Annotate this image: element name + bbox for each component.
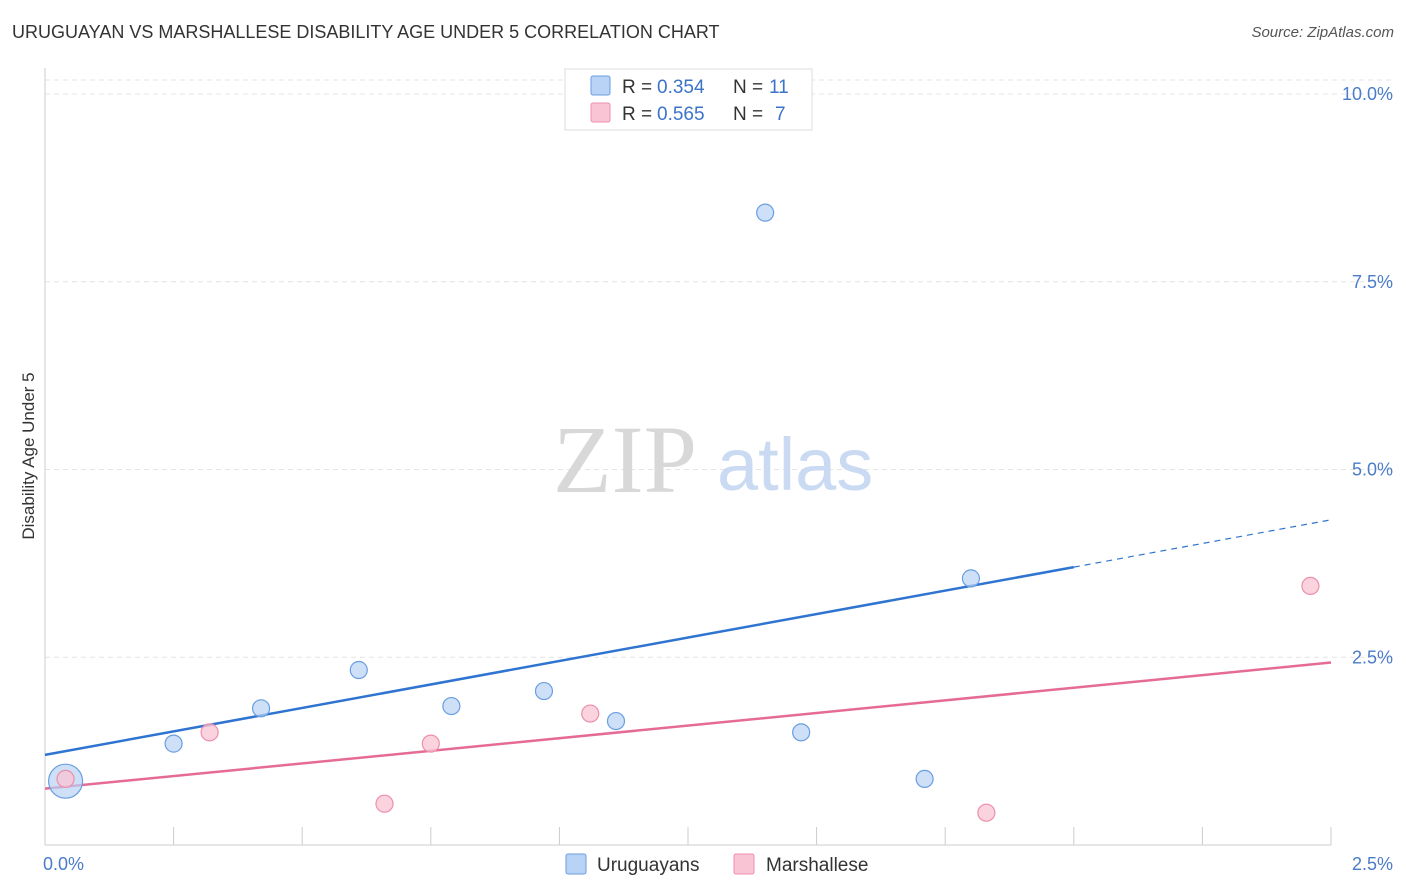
legend-r-value-uruguayans: 0.354 — [657, 77, 705, 98]
point-marshallese — [581, 704, 600, 723]
point-marshallese — [375, 794, 394, 813]
trend-line-uruguayans-extension — [1073, 519, 1332, 568]
bottom-legend: Uruguayans Marshallese — [565, 853, 868, 876]
point-uruguayans — [349, 660, 368, 680]
legend-swatch-marshallese — [590, 102, 611, 123]
point-marshallese — [421, 734, 440, 753]
legend-box: R = 0.354 N = 11 R = 0.565 N = 7 — [564, 68, 813, 131]
x-tick-label-min: 0.0% — [43, 854, 84, 874]
bottom-legend-label-marshallese: Marshallese — [766, 855, 868, 876]
legend-r-label-uruguayans: R = — [622, 77, 652, 98]
points-layer — [47, 203, 1320, 822]
legend-n-label-uruguayans: N = — [733, 77, 763, 98]
grid-layer — [45, 79, 1391, 658]
watermark-atlas: atlas — [717, 423, 873, 506]
legend-r-value-marshallese: 0.565 — [657, 104, 705, 125]
legend-swatch-uruguayans — [590, 75, 611, 96]
point-uruguayans — [915, 769, 934, 789]
point-uruguayans — [756, 203, 775, 222]
x-tick-label-max: 2.5% — [1352, 854, 1393, 874]
y-tick-label: 7.5% — [1352, 272, 1393, 292]
y-tick-label: 5.0% — [1352, 460, 1393, 480]
point-marshallese — [56, 769, 75, 789]
y-tick-label: 10.0% — [1342, 84, 1393, 104]
y-tick-label: 2.5% — [1352, 647, 1393, 667]
point-uruguayans — [164, 734, 183, 753]
bottom-legend-swatch-uruguayans — [565, 853, 587, 875]
point-uruguayans — [961, 569, 981, 588]
trend-layer — [44, 519, 1332, 790]
bottom-legend-swatch-marshallese — [733, 853, 755, 875]
point-uruguayans — [534, 681, 554, 701]
bottom-legend-label-uruguayans: Uruguayans — [597, 855, 699, 876]
legend-n-value-uruguayans: 11 — [769, 77, 789, 98]
point-uruguayans — [251, 699, 271, 718]
point-uruguayans — [442, 696, 461, 716]
legend-r-label-marshallese: R = — [622, 104, 652, 125]
point-marshallese — [977, 803, 996, 822]
point-uruguayans — [792, 723, 811, 742]
point-uruguayans — [606, 711, 626, 731]
watermark-zip: ZIP — [553, 406, 697, 513]
trend-line-uruguayans — [44, 565, 1075, 757]
chart-title: URUGUAYAN VS MARSHALLESE DISABILITY AGE … — [12, 22, 720, 42]
legend-n-value-marshallese: 7 — [775, 104, 786, 125]
legend-n-label-marshallese: N = — [733, 104, 763, 125]
watermark: ZIP atlas — [553, 406, 873, 513]
source-label: Source: ZipAtlas.com — [1251, 24, 1394, 41]
point-marshallese — [200, 723, 219, 742]
trend-line-marshallese — [44, 661, 1332, 790]
axis-layer: 2.5% 5.0% 7.5% 10.0% 0.0% 2.5% — [43, 68, 1393, 874]
point-marshallese — [1301, 576, 1320, 596]
y-axis-label: Disability Age Under 5 — [19, 372, 38, 539]
